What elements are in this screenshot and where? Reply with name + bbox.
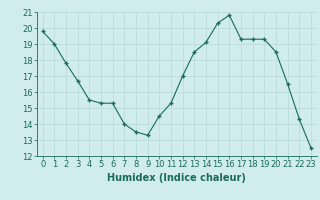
- X-axis label: Humidex (Indice chaleur): Humidex (Indice chaleur): [108, 173, 246, 183]
